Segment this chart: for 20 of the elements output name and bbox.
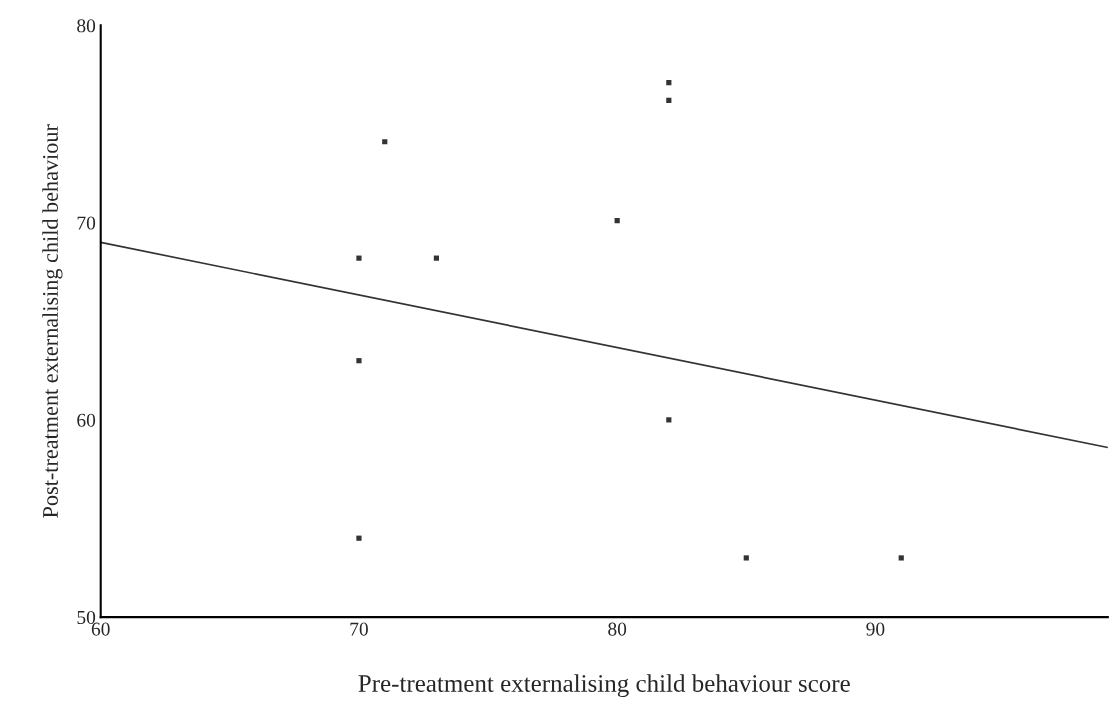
y-tick-label: 70 [77,216,96,230]
point [356,358,362,364]
x-tick-label: 80 [608,622,627,636]
point [666,417,672,423]
y-tick-label: 80 [77,19,96,33]
x-axis-title: Pre-treatment externalising child behaviour score [358,674,850,698]
point [356,535,362,541]
point [743,555,749,561]
point [614,218,620,224]
y-tick-label: 60 [77,413,96,427]
x-tick-label: 70 [350,622,368,636]
x-tick-label: 90 [866,622,885,636]
point [666,80,672,86]
x-tick-label: 60 [91,622,110,636]
point [666,97,672,103]
point [433,255,440,261]
point [898,555,904,561]
point [382,139,388,145]
point [356,255,362,261]
y-axis-title: Post-treatment externalising child behaviour [42,124,63,518]
